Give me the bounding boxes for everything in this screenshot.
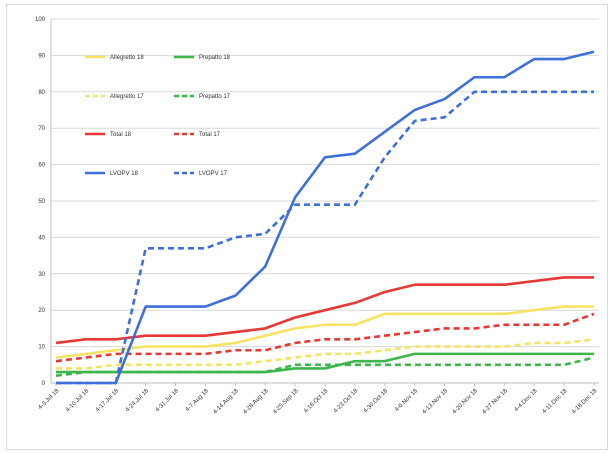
y-tick-label: 10 [38, 345, 45, 351]
x-tick-label: 4-27.Nov 18 [481, 388, 509, 416]
y-tick-label: 40 [38, 235, 45, 241]
series-line-lvopv-18 [56, 50, 595, 385]
legend-label: Prepatto 18 [199, 55, 231, 61]
x-tick-label: 4-25.Sep 18 [272, 388, 300, 416]
x-tick-label: 4-13.Nov 18 [422, 388, 450, 416]
x-tick-label: 4-31.Jul 18 [155, 388, 181, 414]
x-tick-label: 4-11.Dec 18 [541, 388, 569, 416]
y-tick-label: 70 [38, 126, 45, 132]
x-tick-label: 4-10.Jul 18 [65, 388, 91, 414]
series-line-prepatto-17 [55, 356, 595, 378]
x-tick-label: 4-4.Dec 18 [514, 388, 539, 413]
series-line-prepatto-18 [56, 352, 594, 374]
x-tick-label: 4-16.Oct 18 [303, 388, 330, 415]
legend-label: Allegretto 17 [110, 94, 144, 100]
legend-label: Prepatto 17 [199, 94, 231, 100]
y-tick-label: 100 [35, 17, 46, 23]
x-tick-label: 4-3.Jul 18 [38, 388, 61, 411]
x-tick-label: 4-23.Oct 18 [333, 388, 360, 415]
y-tick-label: 20 [38, 308, 45, 314]
y-tick-label: 90 [38, 53, 45, 59]
chart-frame: 0 10 20 30 40 50 60 70 80 90 100 4-3.Jul 18 4-10.Jul… [6, 4, 608, 450]
line-chart: 0 10 20 30 40 50 60 70 80 90 100 4-3.Jul 18 4-10.Jul… [35, 17, 599, 416]
x-tick-label: 4-24.Jul 18 [125, 388, 151, 414]
x-tick-label: 4-20.Nov 18 [452, 388, 480, 416]
x-tick-label: 4-6.Nov 18 [394, 388, 419, 413]
x-tick-label: 4-17.Jul 18 [95, 388, 121, 414]
x-tick-label: 4-30.Oct 18 [363, 388, 390, 415]
x-tick-label: 4-7.Aug 18 [185, 388, 210, 413]
legend-label: Total 17 [199, 132, 221, 138]
x-tick-label: 4-28.Aug 18 [242, 388, 270, 416]
x-tick-label: 4-18.Dec 18 [571, 388, 599, 416]
y-tick-label: 60 [38, 163, 45, 169]
legend: Allegretto 18 Prepatto 18 Allegretto 17 Pre… [85, 55, 231, 177]
gridlines [51, 18, 599, 384]
y-tick-label: 80 [38, 90, 45, 96]
legend-label: LVOPV 18 [110, 171, 139, 177]
y-tick-label: 30 [38, 272, 45, 278]
series-lines [55, 50, 595, 385]
legend-label: LVOPV 17 [199, 171, 228, 177]
x-tick-label: 4-14.Aug 18 [212, 388, 240, 416]
y-tick-label: 0 [42, 381, 46, 387]
legend-label: Allegretto 18 [110, 55, 144, 61]
legend-label: Total 18 [110, 132, 132, 138]
y-tick-label: 50 [38, 199, 45, 205]
